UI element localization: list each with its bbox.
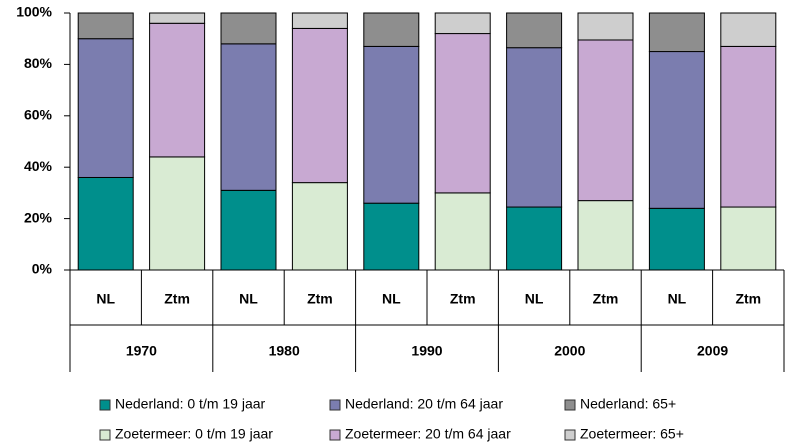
y-tick-label: 60% (24, 107, 53, 123)
x-tick-label: NL (96, 291, 115, 307)
bar-segment (720, 12, 777, 47)
bar-segment (720, 206, 777, 271)
y-tick-label: 0% (32, 261, 53, 277)
group-label: 2009 (697, 343, 728, 359)
x-tick-label: Ztm (593, 291, 619, 307)
bar-segment (77, 176, 134, 271)
bar-segment (434, 33, 491, 194)
legend-label: Nederland: 0 t/m 19 jaar (115, 396, 266, 412)
legend-label: Zoetermeer: 0 t/m 19 jaar (115, 426, 273, 442)
legend-label: Zoetermeer: 20 t/m 64 jaar (345, 426, 511, 442)
bar-segment (434, 192, 491, 271)
x-tick-label: Ztm (735, 291, 761, 307)
group-label: 1980 (269, 343, 300, 359)
bar-segment (648, 207, 705, 271)
bar-segment (577, 39, 634, 202)
y-tick-label: 40% (24, 158, 53, 174)
bar-segment (648, 51, 705, 209)
legend-swatch (329, 399, 341, 411)
legend-swatch (99, 429, 111, 441)
group-label: 1970 (126, 343, 157, 359)
legend-label: Nederland: 20 t/m 64 jaar (345, 396, 503, 412)
x-tick-label: NL (525, 291, 544, 307)
bar-segment (291, 182, 348, 271)
bar-segment (220, 12, 277, 45)
legend-swatch (564, 399, 576, 411)
bar-segment (220, 189, 277, 271)
x-tick-label: NL (668, 291, 687, 307)
bar-segment (291, 12, 348, 29)
bar-segment (149, 12, 206, 24)
legend-label: Zoetermeer: 65+ (580, 426, 684, 442)
bar-segment (149, 156, 206, 271)
x-tick-label: Ztm (307, 291, 333, 307)
bar-segment (291, 27, 348, 184)
legend-label: Nederland: 65+ (580, 396, 676, 412)
bar-segment (363, 12, 420, 47)
x-tick-label: Ztm (164, 291, 190, 307)
bar-segment (506, 12, 563, 49)
bar-segment (506, 206, 563, 271)
x-tick-label: NL (382, 291, 401, 307)
bar-segment (220, 43, 277, 191)
bar-segment (363, 45, 420, 204)
bar-segment (506, 47, 563, 208)
y-tick-label: 20% (24, 209, 53, 225)
group-label: 1990 (411, 343, 442, 359)
y-tick-label: 80% (24, 55, 53, 71)
y-tick-label: 100% (16, 4, 52, 20)
x-tick-label: NL (239, 291, 258, 307)
legend-swatch (99, 399, 111, 411)
bar-segment (577, 200, 634, 271)
bar-segment (648, 12, 705, 53)
bar-segment (434, 12, 491, 35)
bar-segment (77, 38, 134, 178)
bar-segment (363, 202, 420, 271)
group-label: 2000 (554, 343, 585, 359)
legend-swatch (329, 429, 341, 441)
legend-swatch (564, 429, 576, 441)
bar-segment (77, 12, 134, 40)
bar-segment (149, 22, 206, 158)
bar-segment (577, 12, 634, 41)
bar-segment (720, 45, 777, 208)
x-tick-label: Ztm (450, 291, 476, 307)
